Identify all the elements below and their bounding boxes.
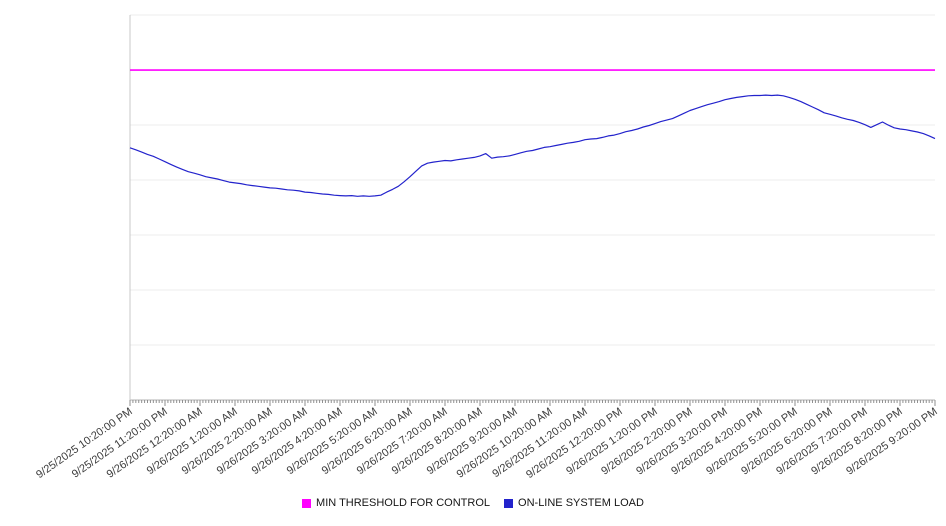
chart-svg: 9/25/2025 10:20:00 PM9/25/2025 11:20:00 … [34, 14, 940, 481]
legend-label-threshold: MIN THRESHOLD FOR CONTROL [316, 497, 491, 509]
load-line [129, 94, 936, 197]
legend-swatch-load-icon [504, 498, 514, 508]
legend-item-threshold[interactable]: MIN THRESHOLD FOR CONTROL [302, 497, 490, 509]
legend-item-load[interactable]: ON-LINE SYSTEM LOAD [504, 497, 644, 509]
legend-swatch-threshold-icon [302, 498, 312, 508]
legend-label-load: ON-LINE SYSTEM LOAD [518, 497, 644, 509]
chart-legend: MIN THRESHOLD FOR CONTROL ON-LINE SYSTEM… [0, 497, 946, 509]
